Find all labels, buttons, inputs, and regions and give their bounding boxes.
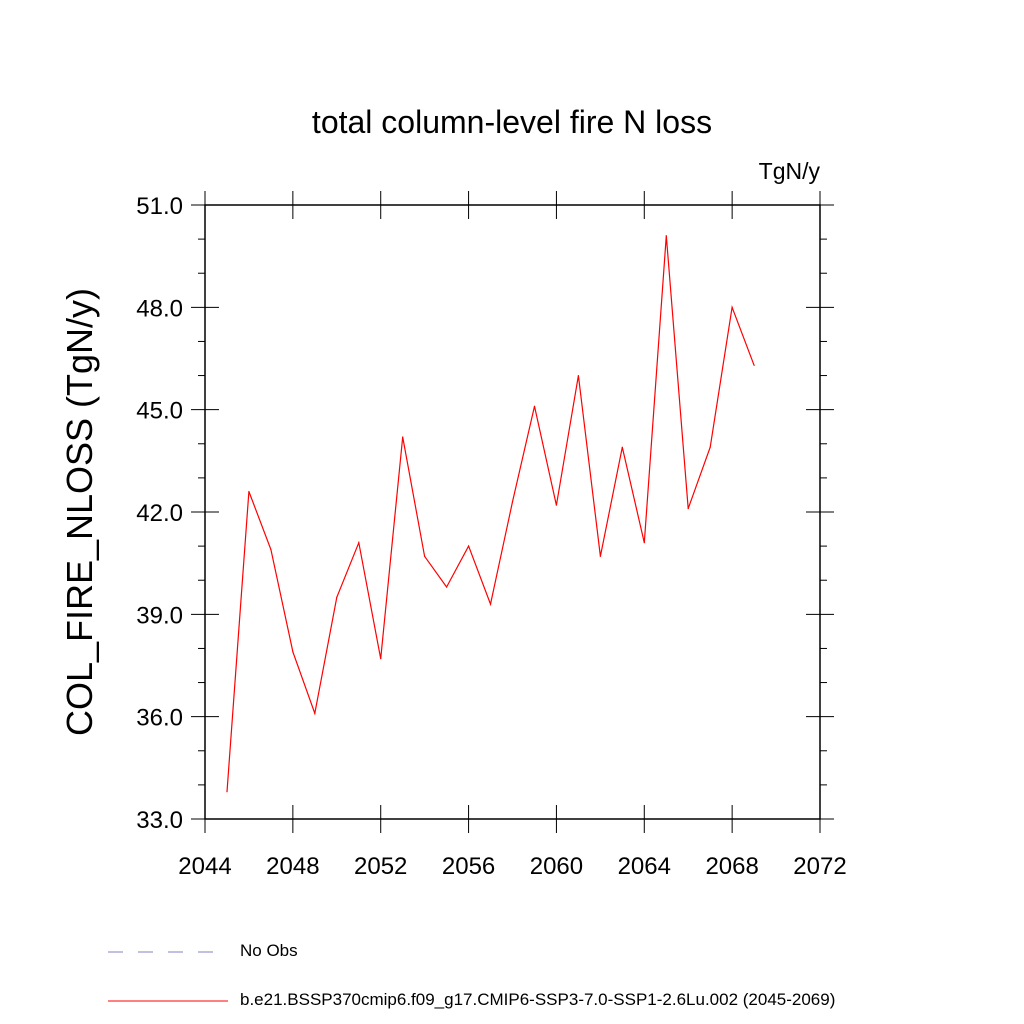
data-point	[643, 542, 645, 544]
y-tick-label: 51.0	[136, 193, 183, 220]
data-point	[380, 658, 382, 660]
data-point	[248, 490, 250, 493]
y-tick-label: 39.0	[136, 602, 183, 629]
data-point	[709, 446, 711, 448]
chart-title: total column-level fire N loss	[311, 104, 713, 140]
x-tick-label: 2056	[442, 853, 495, 880]
data-point	[533, 405, 536, 407]
x-tick-label: 2048	[266, 853, 319, 880]
legend-label-0: No Obs	[240, 941, 298, 960]
data-point	[731, 306, 733, 308]
data-point	[402, 436, 404, 438]
data-point	[621, 446, 623, 448]
data-point	[577, 374, 579, 377]
y-tick-label: 45.0	[136, 398, 183, 425]
data-point	[226, 791, 228, 793]
x-tick-label: 2044	[178, 853, 231, 880]
data-point	[467, 545, 470, 547]
y-tick-label: 42.0	[136, 500, 183, 527]
x-tick-label: 2064	[618, 853, 671, 880]
data-point	[599, 555, 601, 557]
data-point	[753, 364, 755, 366]
y-tick-label: 36.0	[136, 705, 183, 732]
data-point	[489, 603, 492, 605]
data-point	[665, 235, 667, 237]
data-point	[687, 507, 689, 510]
x-tick-label: 2068	[705, 853, 758, 880]
data-point	[292, 651, 294, 653]
data-point	[424, 555, 426, 557]
legend	[108, 951, 228, 1002]
data-point	[446, 586, 448, 588]
data-point	[270, 548, 272, 551]
data-point	[314, 712, 316, 714]
x-tick-label: 2060	[530, 853, 583, 880]
series-line-0	[226, 235, 755, 792]
x-tick-label: 2052	[354, 853, 407, 880]
series-layer	[226, 235, 755, 793]
data-point	[555, 504, 558, 506]
axes: 2044 2048 2052 2056 2060 2064 2068 2072 33.0 36.0…	[136, 191, 847, 880]
plot-frame	[204, 204, 821, 820]
data-point	[336, 596, 338, 598]
units-label: TgN/y	[758, 158, 820, 184]
legend-label-1: b.e21.BSSP370cmip6.f09_g17.CMIP6-SSP3-7.…	[240, 990, 836, 1009]
y-tick-label: 48.0	[136, 295, 183, 322]
y-tick-label: 33.0	[136, 807, 183, 834]
data-point	[358, 542, 360, 544]
x-tick-label: 2072	[793, 853, 846, 880]
data-point	[511, 501, 514, 503]
